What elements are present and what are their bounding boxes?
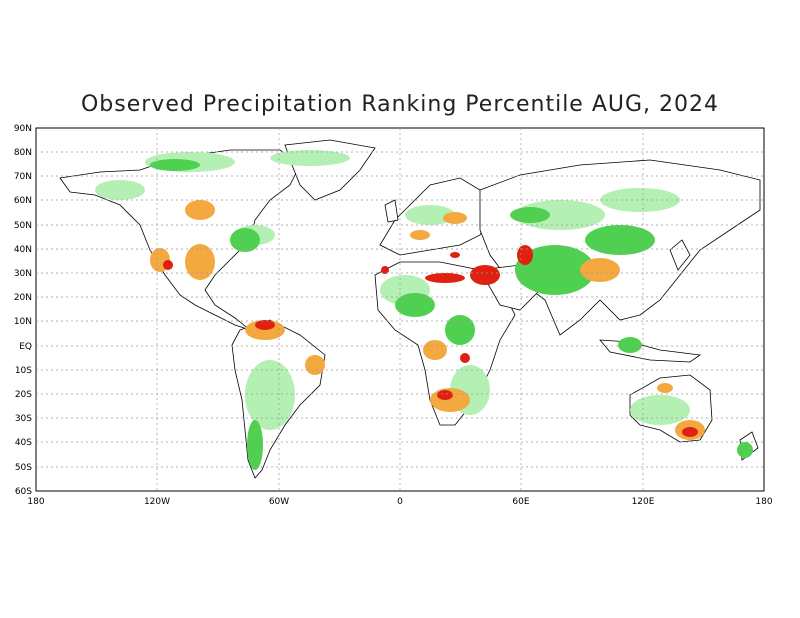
lat-label: 30S bbox=[15, 414, 32, 424]
longitude-labels: 180 120W 60W 0 60E 120E 180 bbox=[27, 497, 772, 507]
graticule bbox=[36, 128, 764, 491]
land-britain bbox=[384, 199, 399, 223]
lat-label: 60N bbox=[14, 196, 32, 206]
wet-medium-layer bbox=[150, 159, 753, 470]
lon-label: 120E bbox=[632, 497, 655, 507]
lon-label: 180 bbox=[755, 497, 772, 507]
lat-label: 90N bbox=[14, 124, 32, 134]
lon-label: 180 bbox=[27, 497, 44, 507]
lon-label: 0 bbox=[397, 497, 403, 507]
latitude-labels: 90N 80N 70N 60N 50N 40N 30N 20N 10N EQ 1… bbox=[14, 124, 32, 497]
lat-label: 30N bbox=[14, 269, 32, 279]
lat-label: 50S bbox=[15, 463, 32, 473]
land-japan bbox=[669, 239, 691, 271]
lat-label: 10N bbox=[14, 317, 32, 327]
lon-label: 120W bbox=[144, 497, 170, 507]
lon-label: 60W bbox=[269, 497, 289, 507]
lon-label: 60E bbox=[512, 497, 529, 507]
lat-label: 50N bbox=[14, 221, 32, 231]
lat-label: 40N bbox=[14, 245, 32, 255]
lat-label: 60S bbox=[15, 487, 32, 497]
lat-label: 40S bbox=[15, 438, 32, 448]
dry-light-layer bbox=[150, 200, 705, 440]
map-title: Observed Precipitation Ranking Percentil… bbox=[80, 92, 720, 117]
lat-label: 80N bbox=[14, 148, 32, 158]
lat-label: 20S bbox=[15, 390, 32, 400]
lat-label: EQ bbox=[19, 342, 32, 352]
lat-label: 70N bbox=[14, 172, 32, 182]
lat-label: 20N bbox=[14, 293, 32, 303]
lat-label: 10S bbox=[15, 366, 32, 376]
